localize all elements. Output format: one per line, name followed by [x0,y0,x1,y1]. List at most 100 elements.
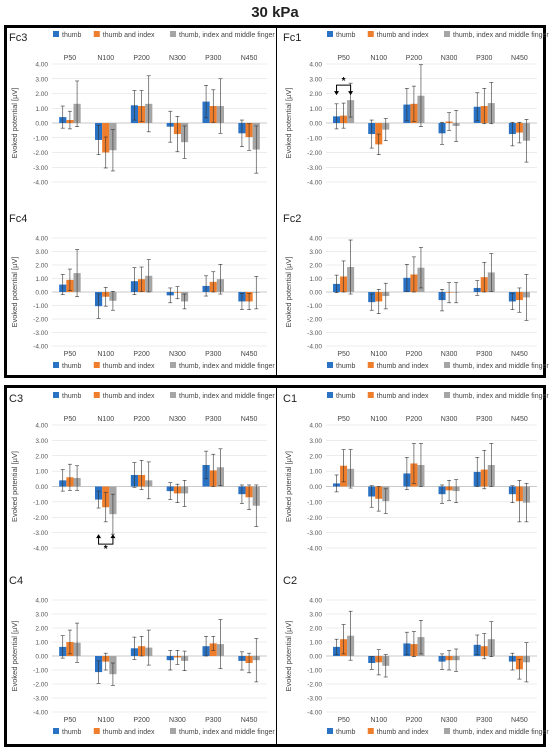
category-label-n450: N450 [511,55,528,62]
frontal-divider [276,27,277,376]
y-tick-label: 0.00 [35,121,48,128]
chart-fc4: Fc4 thumb thumb and index thumb, index and … [9,213,275,370]
category-label-n450: N450 [241,351,258,358]
legend-label-thumb-and-index: thumb and index [377,729,429,736]
category-label-n100: N100 [370,351,387,358]
y-axis-label: Evoked potential [µV] [10,620,19,691]
legend-swatch-thumb-index-and-middle-finger [170,728,176,734]
y-tick-label: -2.00 [33,682,48,689]
y-axis-label: Evoked potential [µV] [10,451,19,522]
y-tick-label: 1.00 [309,106,322,113]
panel-label: Fc2 [283,213,301,225]
y-tick-label: 1.00 [35,640,48,647]
y-tick-label: 0.00 [309,654,322,661]
y-tick-label: -3.00 [307,165,322,172]
category-label-p200: P200 [133,55,149,62]
category-label-p300: P300 [476,55,492,62]
category-label-n100: N100 [97,717,114,724]
y-tick-label: 2.00 [309,453,322,460]
y-tick-label: 4.00 [35,423,48,430]
category-label-p300: P300 [476,416,492,423]
y-tick-label: -1.00 [33,668,48,675]
y-axis-label: Evoked potential [µV] [284,451,293,522]
y-tick-label: 4.00 [309,236,322,243]
y-tick-label: -1.00 [33,303,48,310]
y-tick-label: -2.00 [307,317,322,324]
legend-swatch-thumb-and-index [93,362,100,368]
y-tick-label: -4.00 [307,546,322,553]
y-tick-label: -4.00 [33,180,48,187]
page-title: 30 kPa [251,4,299,21]
significance-asterisk: * [342,76,346,87]
category-label-n300: N300 [169,416,186,423]
y-tick-label: -2.00 [33,317,48,324]
legend-label-thumb: thumb [62,729,82,736]
y-tick-label: 1.00 [309,640,322,647]
y-tick-label: 4.00 [309,423,322,430]
y-tick-label: 0.00 [309,290,322,297]
y-tick-label: -1.00 [33,135,48,142]
category-label-p200: P200 [133,351,149,358]
y-tick-label: 2.00 [309,91,322,98]
bracket-arrow [348,91,354,96]
y-tick-label: -4.00 [33,344,48,351]
legend-swatch-thumb-index-and-middle-finger [170,31,176,37]
y-tick-label: -4.00 [307,710,322,717]
chart-c3: C3 thumb thumb and index thumb, index and m… [9,392,275,555]
legend-swatch-thumb-index-and-middle-finger [444,31,450,37]
y-tick-label: 0.00 [309,484,322,491]
category-label-p50: P50 [64,351,77,358]
category-label-n300: N300 [169,55,186,62]
legend-label-thumb-index-and-middle-finger: thumb, index and middle finger [453,729,549,736]
y-tick-label: 3.00 [35,438,48,445]
legend-swatch-thumb [327,392,333,398]
legend-swatch-thumb [327,728,333,734]
legend-swatch-thumb [53,392,59,398]
legend-label-thumb-and-index: thumb and index [377,32,429,39]
y-tick-label: -2.00 [307,515,322,522]
legend-swatch-thumb [53,728,59,734]
y-tick-label: 2.00 [35,453,48,460]
y-tick-label: 0.00 [35,654,48,661]
y-tick-label: 1.00 [309,276,322,283]
y-tick-label: -1.00 [307,303,322,310]
category-label-n450: N450 [511,717,528,724]
legend-swatch-thumb-and-index [367,362,374,368]
frontal-group-box [4,25,546,378]
category-label-n100: N100 [370,416,387,423]
y-tick-label: 3.00 [35,249,48,256]
legend-label-thumb-and-index: thumb and index [377,393,429,400]
category-label-p300: P300 [476,717,492,724]
y-tick-label: -4.00 [307,344,322,351]
bracket-line [98,535,114,545]
y-tick-label: -1.00 [307,135,322,142]
y-tick-label: 3.00 [309,249,322,256]
y-tick-label: -3.00 [307,696,322,703]
y-tick-label: 0.00 [35,484,48,491]
y-tick-label: -4.00 [307,180,322,187]
y-tick-label: -2.00 [33,150,48,157]
significance-asterisk: * [104,544,108,555]
y-tick-label: -4.00 [33,710,48,717]
y-axis-label: Evoked potential [µV] [284,256,293,327]
y-tick-label: -3.00 [33,530,48,537]
legend-label-thumb: thumb [336,32,356,39]
central-group-box [4,385,546,747]
y-tick-label: 3.00 [35,76,48,83]
y-tick-label: -1.00 [307,668,322,675]
category-label-n100: N100 [370,717,387,724]
category-label-p300: P300 [205,416,221,423]
y-tick-label: 4.00 [35,598,48,605]
category-label-n450: N450 [511,351,528,358]
chart-c4: C4 thumb thumb and index thumb, index and m… [9,575,275,736]
legend-label-thumb: thumb [62,32,82,39]
y-tick-label: -1.00 [307,499,322,506]
y-tick-label: 0.00 [35,290,48,297]
category-label-n300: N300 [441,416,458,423]
category-label-n100: N100 [97,351,114,358]
legend-label-thumb-and-index: thumb and index [377,363,429,370]
category-label-p200: P200 [406,55,422,62]
y-tick-label: 2.00 [35,263,48,270]
y-axis-label: Evoked potential [µV] [10,87,19,158]
significance-bracket: * [334,76,354,96]
